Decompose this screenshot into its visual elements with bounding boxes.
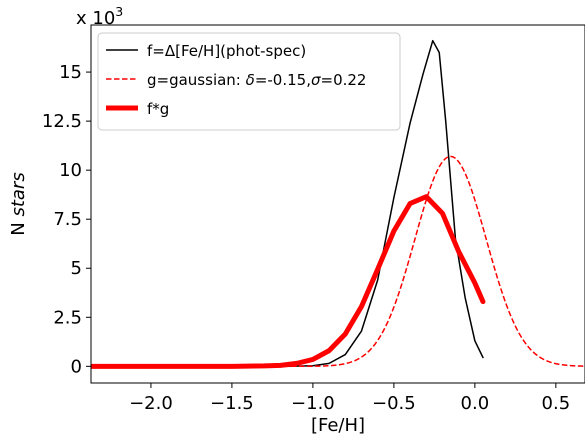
x-tick-label: −1.5 <box>210 393 254 414</box>
y-multiplier-base: x 10 <box>76 8 115 29</box>
y-tick-label: 7.5 <box>53 209 82 230</box>
x-axis-label: [Fe/H] <box>311 415 365 436</box>
y-axis-label: N stars <box>8 172 29 235</box>
series-line-2 <box>91 155 585 368</box>
y-tick-label: 10 <box>59 160 82 181</box>
x-axis-ticks: −2.0 −1.5 −1.0 −0.5 0.0 0.5 <box>129 383 570 414</box>
y-tick-label: 5 <box>71 258 82 279</box>
y-tick-label: 2.5 <box>53 307 82 328</box>
series-line-1 <box>91 39 484 368</box>
x-tick-label: 0.0 <box>461 393 490 414</box>
series-layer <box>91 39 585 369</box>
y-tick-label: 15 <box>59 62 82 83</box>
plot-frame <box>90 24 585 384</box>
legend-label-f: f=Δ[Fe/H](phot-spec) <box>147 42 306 60</box>
x-tick-label: −2.0 <box>129 393 173 414</box>
x-tick-label: −0.5 <box>372 393 416 414</box>
legend-label-fg: f*g <box>147 100 169 118</box>
y-multiplier: x 103 <box>76 4 123 29</box>
legend-box <box>97 32 401 131</box>
x-tick-label: −1.0 <box>291 393 335 414</box>
legend-label-g: g=gaussian: δ=-0.15,σ=0.22 <box>147 71 366 89</box>
y-multiplier-exponent: 3 <box>115 4 123 19</box>
series-line-3 <box>91 194 486 369</box>
y-tick-label: 0 <box>71 356 82 377</box>
y-tick-label: 12.5 <box>42 111 82 132</box>
y-axis-ticks: 0 2.5 5 7.5 10 12.5 15 <box>42 62 91 377</box>
x-tick-label: 0.5 <box>542 393 571 414</box>
legend: f=Δ[Fe/H](phot-spec) g=gaussian: δ=-0.15… <box>97 32 401 131</box>
